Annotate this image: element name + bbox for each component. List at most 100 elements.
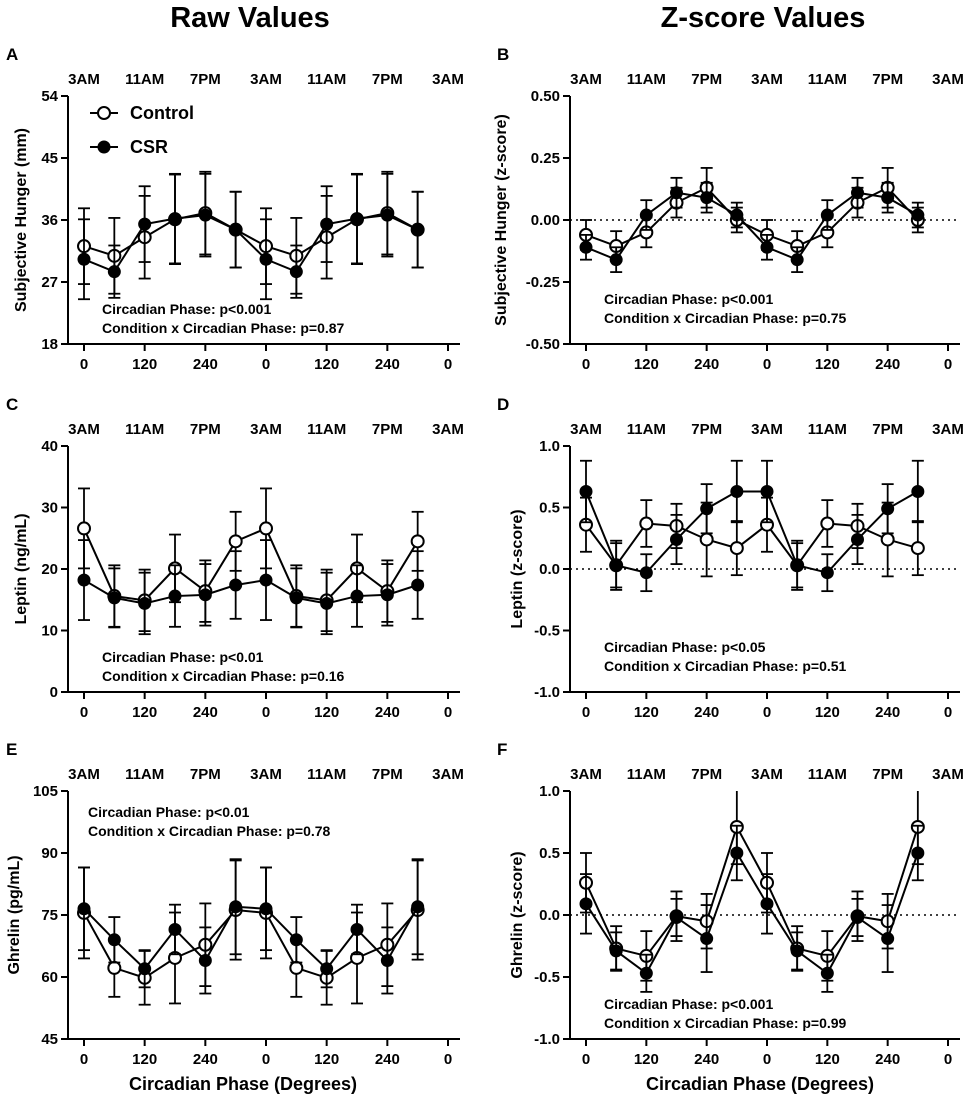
y-tick-label: 30	[41, 500, 58, 517]
x-tick-label: 240	[875, 704, 900, 721]
data-point-control	[259, 521, 273, 536]
data-point-csr	[138, 962, 152, 976]
x-tick-label: 120	[132, 1051, 157, 1068]
data-point-csr	[639, 966, 653, 980]
y-tick-label: 0.0	[539, 561, 560, 578]
x-tick-label: 0	[944, 356, 952, 373]
top-clock-label: 3AM	[432, 421, 464, 438]
data-point-csr	[579, 897, 593, 911]
top-clock-label: 7PM	[190, 421, 221, 438]
data-point-control	[910, 541, 925, 556]
data-point-csr	[107, 933, 121, 947]
x-tick-label: 120	[634, 1051, 659, 1068]
x-tick-label: 120	[132, 356, 157, 373]
y-tick-label: 0	[50, 684, 58, 701]
series-line-csr	[585, 490, 919, 574]
data-point-csr	[670, 910, 683, 924]
y-axis-title: Subjective Hunger (z-score)	[493, 114, 510, 326]
data-point-csr	[730, 846, 744, 860]
legend-label-control: Control	[130, 103, 194, 123]
y-axis-title: Leptin (ng/mL)	[13, 513, 30, 624]
x-tick-label: 240	[375, 704, 400, 721]
y-tick-label: -0.50	[526, 336, 560, 353]
y-tick-label: 0.5	[539, 500, 560, 517]
y-tick-label: 0.5	[539, 845, 560, 862]
data-point-csr	[851, 532, 864, 546]
data-point-csr	[289, 265, 303, 279]
top-clock-label: 7PM	[691, 421, 722, 438]
data-point-csr	[911, 208, 925, 222]
top-clock-label: 11AM	[307, 421, 346, 438]
top-clock-label: 11AM	[307, 71, 346, 88]
data-point-csr	[138, 217, 152, 231]
y-tick-label: 0.00	[531, 212, 560, 229]
data-point-csr	[790, 944, 804, 958]
y-tick-label: 20	[41, 561, 58, 578]
top-clock-label: 3AM	[570, 71, 602, 88]
x-tick-label: 0	[80, 704, 88, 721]
data-point-csr	[320, 217, 334, 231]
data-point-csr	[198, 588, 212, 602]
data-point-csr	[380, 953, 394, 967]
data-point-control	[289, 960, 304, 975]
y-tick-label: 90	[41, 845, 58, 862]
y-tick-label: 60	[41, 969, 58, 986]
x-tick-label: 120	[314, 356, 339, 373]
top-clock-label: 7PM	[372, 766, 403, 783]
y-axis-title: Leptin (z-score)	[509, 509, 526, 628]
stats-annotation: Circadian Phase: p<0.001	[102, 301, 271, 317]
x-tick-label: 0	[262, 356, 270, 373]
data-point-csr	[198, 208, 212, 222]
top-clock-label: 11AM	[307, 766, 346, 783]
top-clock-label: 3AM	[68, 421, 100, 438]
data-point-csr	[609, 253, 623, 267]
data-point-csr	[700, 191, 714, 205]
x-axis-title-left: Circadian Phase (Degrees)	[129, 1074, 357, 1094]
series-line-csr	[585, 191, 919, 261]
top-clock-label: 11AM	[808, 71, 847, 88]
data-point-control	[228, 534, 243, 549]
y-tick-label: -1.0	[534, 684, 560, 701]
x-tick-label: 0	[262, 704, 270, 721]
series-line-csr	[83, 579, 418, 605]
legend-label-csr: CSR	[130, 137, 168, 157]
x-tick-label: 240	[694, 704, 719, 721]
top-clock-label: 11AM	[808, 766, 847, 783]
top-clock-label: 3AM	[932, 71, 964, 88]
x-tick-label: 0	[444, 704, 452, 721]
data-point-csr	[138, 596, 152, 610]
panels: A 18 27 36 45 54 0 120 240 0 120 240 0 3AM 11AM 7PM 3AM 1…	[6, 45, 964, 1068]
data-point-csr	[350, 922, 364, 936]
data-point-csr	[350, 212, 364, 226]
series-line-control	[83, 908, 419, 979]
y-tick-label: 1.0	[539, 438, 560, 455]
data-point-csr	[350, 589, 364, 603]
series-control	[579, 167, 925, 262]
series-csr	[579, 459, 925, 593]
stats-annotation: Circadian Phase: p<0.001	[604, 996, 773, 1012]
panel-letter: E	[6, 740, 17, 759]
data-point-csr	[107, 265, 121, 279]
series-line-control	[585, 186, 919, 248]
series-line-control	[585, 824, 919, 958]
top-clock-label: 3AM	[751, 421, 783, 438]
legend-marker-control	[97, 106, 111, 120]
top-clock-label: 11AM	[627, 766, 666, 783]
data-point-csr	[259, 573, 273, 587]
stats-annotation: Condition x Circadian Phase: p=0.99	[604, 1015, 847, 1031]
series-control	[77, 859, 425, 1006]
x-tick-label: 240	[875, 356, 900, 373]
data-point-csr	[670, 532, 683, 546]
x-tick-label: 240	[193, 356, 218, 373]
data-point-control	[880, 532, 895, 547]
legend-marker-csr	[97, 140, 111, 154]
data-point-control	[77, 521, 91, 536]
data-point-csr	[411, 578, 425, 592]
y-axis-title: Ghrelin (z-score)	[509, 851, 526, 978]
data-point-csr	[670, 186, 683, 200]
panel-b: B -0.50 -0.25 0.00 0.25 0.50 0 120 240 0 120 240 0 3A…	[493, 45, 964, 373]
top-clock-label: 3AM	[68, 71, 100, 88]
data-point-csr	[198, 953, 212, 967]
top-clock-label: 11AM	[125, 766, 164, 783]
data-point-csr	[380, 208, 394, 222]
